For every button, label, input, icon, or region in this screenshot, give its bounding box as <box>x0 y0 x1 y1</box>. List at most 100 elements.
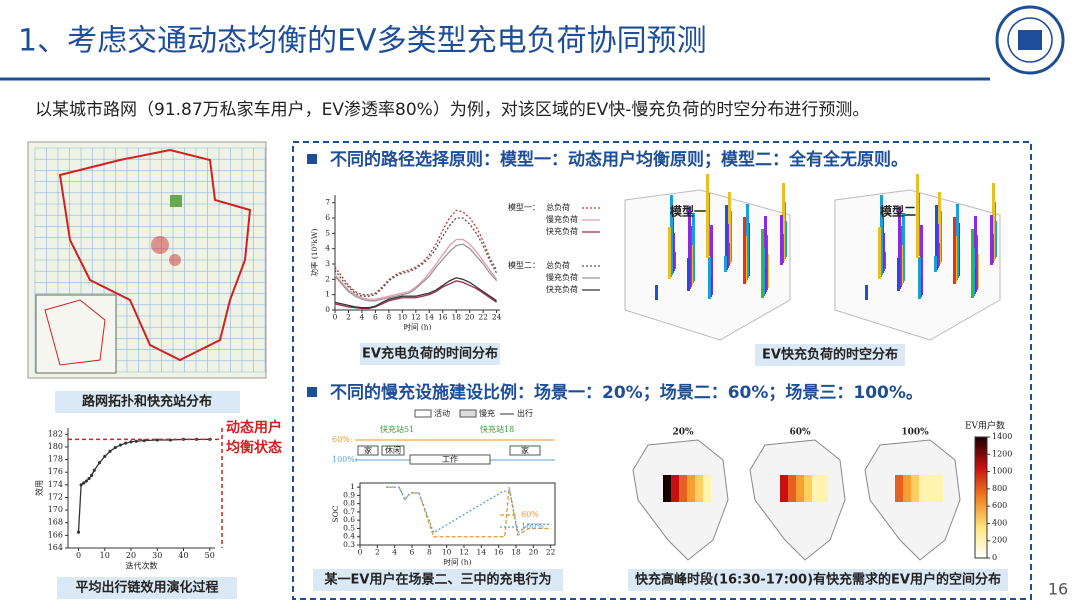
bar3d <box>728 192 731 264</box>
colorbar-tick-label: 800 <box>992 484 1007 493</box>
y-tick-label: 168 <box>48 518 63 527</box>
heat-cell <box>703 475 711 484</box>
panel-label: 模型一 <box>670 204 706 219</box>
y-tick-label: 7 <box>325 198 330 207</box>
legend-label: 快充负荷 <box>546 226 578 236</box>
y-tick-label: 0.9 <box>343 490 355 499</box>
series-line <box>334 209 498 296</box>
y-tick-label: 4 <box>325 244 330 253</box>
y-tick-label: 176 <box>48 467 63 476</box>
bullet <box>307 154 317 164</box>
series-line <box>334 243 498 302</box>
activity: 家 <box>364 445 372 455</box>
x-tick-label: 16 <box>438 313 448 322</box>
y-tick-label: 5 <box>325 228 330 237</box>
heat-cell <box>804 484 812 493</box>
bar3d <box>780 215 783 265</box>
annotation: 均衡状态 <box>226 439 282 456</box>
caption-bg <box>57 577 237 599</box>
y-tick-label: 0.5 <box>343 523 355 532</box>
x-tick-label: 10 <box>442 548 452 557</box>
caption-bg <box>360 343 500 365</box>
heat-cell <box>695 484 703 493</box>
y-axis-label: SOC <box>331 505 340 522</box>
colorbar-title: EV用户数 <box>965 420 1005 432</box>
y-tick-label: 0.6 <box>343 515 355 524</box>
caption-bg <box>313 569 563 591</box>
intro: 以某城市路网（91.87万私家车用户，EV渗透率80%）为例，对该区域的EV快-… <box>35 99 869 120</box>
x-tick-label: 50 <box>205 551 215 560</box>
colorbar-tick-label: 0 <box>992 553 997 562</box>
heat-cell <box>927 484 935 493</box>
legend-label: 慢充 <box>479 408 495 418</box>
heat-cell <box>780 475 788 484</box>
legend-label: 快充负荷 <box>546 284 578 294</box>
heat-cell <box>911 484 919 493</box>
y-tick-label: 6 <box>325 213 330 222</box>
y-tick-label: 0.3 <box>343 540 355 549</box>
heat-cell <box>903 493 911 502</box>
heat-cell <box>911 475 919 484</box>
x-tick-label: 22 <box>546 548 556 557</box>
series-line <box>334 217 498 297</box>
bar3d <box>918 257 921 299</box>
bar3d <box>934 256 937 272</box>
heat-cell <box>812 475 820 484</box>
bar3d <box>953 217 956 284</box>
heat-cell <box>687 484 695 493</box>
heat-cell <box>788 475 796 484</box>
bar3d <box>935 205 938 270</box>
x-tick-label: 20 <box>465 313 475 322</box>
bar3d <box>938 192 941 264</box>
caption: 某一EV用户在场景二、三中的充电行为 <box>324 572 552 588</box>
heat-cell <box>820 484 828 493</box>
bar3d <box>743 217 746 284</box>
y-tick-label: 1 <box>325 290 330 299</box>
bar3d-panels <box>624 174 1001 341</box>
bar3d <box>764 216 767 292</box>
section-heading: 不同的慢充设施建设比例：场景一：20%；场景二：60%；场景三：100%。 <box>330 382 923 403</box>
x-tick-label: 20 <box>126 551 136 560</box>
heat-cell <box>788 484 796 493</box>
logo <box>995 5 1065 75</box>
x-axis-label: 时间 (h) <box>443 556 471 566</box>
title: 1、考虑交通动态均衡的EV多类型充电负荷协同预测 <box>18 24 707 59</box>
heat-cell <box>820 493 828 502</box>
bar3d <box>916 174 919 258</box>
row-label: 60%: <box>332 435 352 444</box>
heat-cell <box>695 475 703 484</box>
station-label: 快充站18 <box>480 424 514 434</box>
bar3d <box>902 213 905 281</box>
heat-cell <box>695 493 703 502</box>
x-tick-label: 6 <box>373 313 378 322</box>
y-tick-label: 164 <box>48 543 63 552</box>
series-line <box>334 238 498 300</box>
bar3d <box>974 216 977 292</box>
y-tick-label: 0.8 <box>343 499 355 508</box>
bar3d <box>710 225 713 295</box>
legend-label: 出行 <box>517 408 533 418</box>
bar3d <box>688 207 691 289</box>
caption-bg <box>755 344 905 366</box>
heat-cell <box>895 484 903 493</box>
heatmap-maps <box>632 439 961 561</box>
x-tick-label: 0 <box>76 551 81 560</box>
bar3d <box>761 229 764 298</box>
bar3d <box>880 195 883 275</box>
axis <box>67 428 215 549</box>
y-tick-label: 170 <box>48 505 63 514</box>
axis <box>334 195 500 311</box>
legend-group: 模型一： <box>508 202 540 212</box>
bar3d <box>687 258 690 291</box>
x-tick-label: 10 <box>100 551 110 560</box>
activity: 工作 <box>442 454 458 464</box>
bar3d <box>692 213 695 281</box>
bullet <box>307 387 317 397</box>
panel-label: 60% <box>789 428 811 438</box>
heat-cell <box>903 484 911 493</box>
bar3d <box>971 229 974 298</box>
heat-cell <box>935 493 943 502</box>
heat-cell <box>796 475 804 484</box>
colorbar-tick-label: 400 <box>992 518 1007 527</box>
heat-cell <box>663 475 671 484</box>
